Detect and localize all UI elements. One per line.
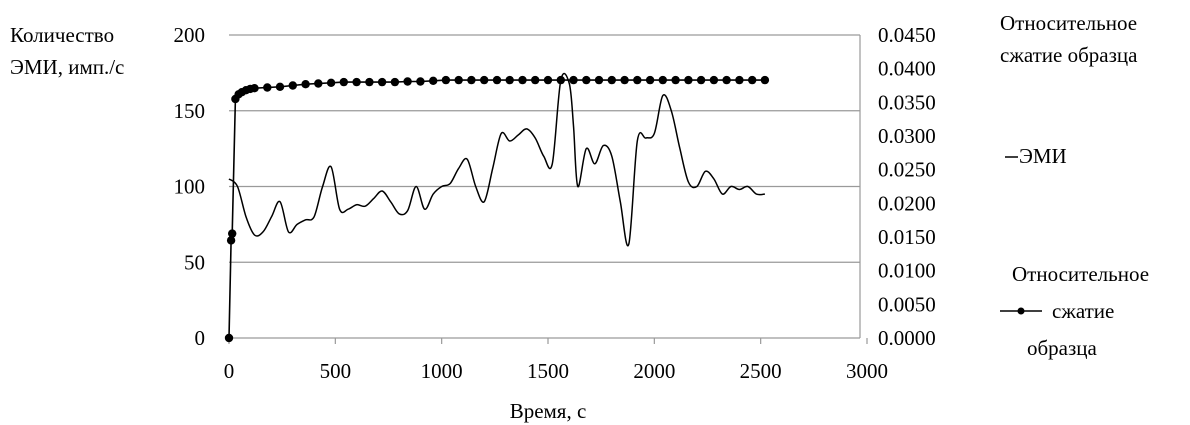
data-point-compression	[760, 75, 770, 85]
y-left-tick-label: 150	[174, 99, 206, 123]
data-point-compression	[288, 81, 297, 90]
series-line-compression	[228, 79, 765, 339]
legend-swatch-compression-marker	[1017, 307, 1025, 315]
legend: ЭМИ Относительное сжатие образца	[1000, 144, 1149, 360]
data-point-compression	[671, 75, 680, 85]
data-point-compression	[709, 75, 719, 85]
data-point-compression	[377, 77, 387, 87]
x-tick-label: 2000	[633, 359, 675, 383]
legend-label-compression-line-2: сжатие	[1052, 299, 1114, 323]
legend-label-compression-line-1: Относительное	[1012, 262, 1149, 286]
y-left-tick-label: 100	[174, 175, 206, 199]
data-point-compression	[365, 77, 374, 87]
legend-label-emi: ЭМИ	[1019, 144, 1067, 168]
data-point-compression	[301, 80, 310, 89]
y-left-label-line-1: Количество	[10, 23, 114, 47]
data-point-compression	[275, 82, 285, 92]
y-left-tick-label: 0	[195, 326, 206, 350]
data-point-compression	[543, 75, 553, 85]
x-tick-label: 2500	[740, 359, 782, 383]
data-point-compression	[454, 75, 463, 85]
data-point-compression	[505, 75, 514, 85]
data-point-compression	[441, 75, 451, 85]
tick-labels: 0 50 100 150 200 0.0000 0.0050 0.0100 0.0150 0.02…	[174, 23, 936, 383]
data-point-compression	[722, 75, 731, 85]
data-point-compression	[518, 75, 527, 85]
data-point-compression	[314, 79, 323, 88]
x-tick-label: 1000	[421, 359, 463, 383]
data-point-compression	[645, 75, 655, 85]
data-point-compression	[531, 75, 540, 85]
y-right-tick-label: 0.0150	[878, 225, 936, 249]
series-line-emi	[228, 72, 765, 247]
y-right-tick-label: 0.0050	[878, 292, 936, 316]
x-tick-label: 0	[224, 359, 235, 383]
data-point-compression	[228, 229, 237, 238]
series	[224, 72, 770, 343]
x-tick-label: 500	[320, 359, 352, 383]
data-point-compression	[620, 75, 629, 85]
data-point-compression	[429, 76, 438, 86]
data-point-compression	[403, 77, 412, 86]
data-point-compression	[748, 75, 757, 85]
legend-label-compression-line-3: образца	[1027, 336, 1098, 360]
data-point-compression	[633, 75, 642, 85]
x-axis-label: Время, с	[510, 399, 587, 423]
data-point-compression	[658, 75, 667, 85]
data-point-compression	[735, 75, 744, 85]
data-point-compression	[569, 75, 578, 85]
y-left-tick-label: 50	[184, 250, 205, 274]
data-point-compression	[390, 77, 400, 87]
data-point-compression	[339, 77, 348, 87]
data-point-compression	[684, 75, 693, 85]
data-point-compression	[480, 75, 489, 85]
y-right-tick-label: 0.0400	[878, 57, 936, 81]
y-right-tick-label: 0.0000	[878, 326, 936, 350]
y-right-label-line-2: сжатие образца	[1000, 43, 1138, 67]
data-point-compression	[416, 77, 425, 86]
data-point-compression	[492, 75, 502, 85]
data-point-compression	[607, 75, 616, 85]
data-point-compression	[224, 333, 234, 343]
y-right-tick-label: 0.0100	[878, 259, 936, 283]
data-point-compression	[250, 84, 259, 93]
y-right-tick-label: 0.0350	[878, 90, 936, 114]
data-point-compression	[326, 78, 336, 88]
y-right-tick-label: 0.0300	[878, 124, 936, 148]
data-point-compression	[226, 236, 236, 245]
data-point-compression	[352, 77, 361, 87]
y-left-tick-label: 200	[174, 23, 206, 47]
x-tick-label: 1500	[527, 359, 569, 383]
axes	[228, 35, 868, 344]
data-point-compression	[263, 83, 272, 92]
y-right-label-line-1: Относительное	[1000, 11, 1137, 35]
data-point-compression	[696, 75, 706, 85]
data-point-compression	[582, 75, 591, 85]
y-left-label-line-2: ЭМИ, имп./с	[10, 55, 124, 79]
data-point-compression	[467, 75, 476, 85]
x-tick-label: 3000	[846, 359, 888, 383]
y-right-tick-label: 0.0450	[878, 23, 936, 47]
data-point-compression	[556, 75, 565, 85]
y-right-tick-label: 0.0250	[878, 158, 936, 182]
y-right-tick-label: 0.0200	[878, 191, 936, 215]
gridlines	[229, 34, 860, 263]
data-point-compression	[594, 75, 604, 85]
